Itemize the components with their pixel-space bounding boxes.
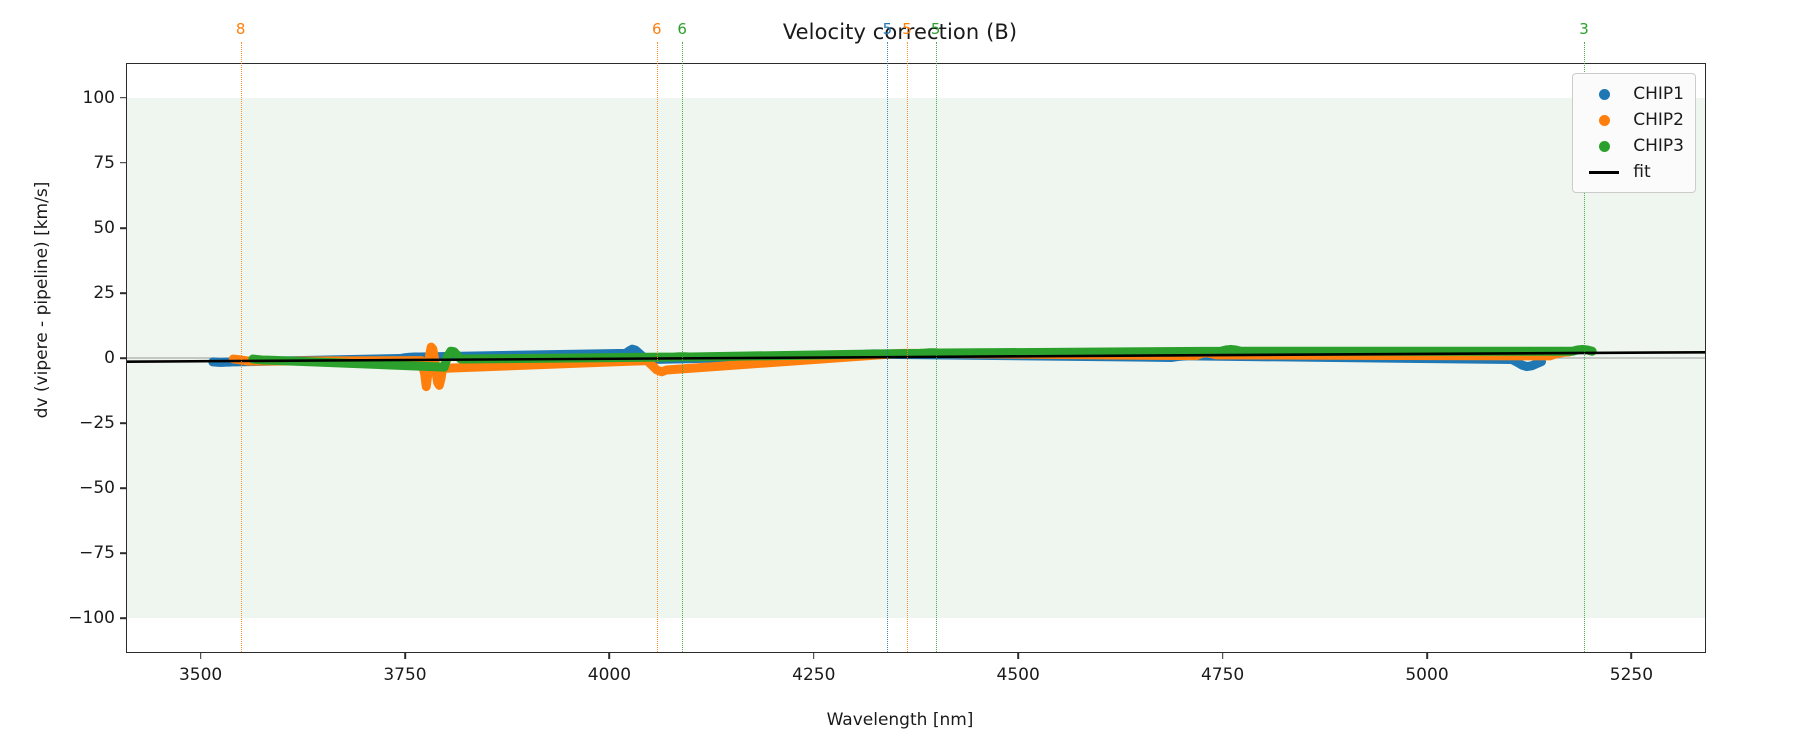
- x-tick-label: 4000: [587, 665, 632, 685]
- x-tick-mark: [608, 652, 611, 659]
- x-tick-label: 4750: [1200, 665, 1245, 685]
- chart-title: Velocity correction (B): [782, 20, 1018, 44]
- y-tick-label: 0: [104, 348, 115, 368]
- legend-dot-swatch: [1583, 88, 1625, 100]
- order-marker-label: 5: [882, 20, 893, 38]
- order-marker-label: 3: [1579, 20, 1589, 38]
- order-marker-label: 6: [677, 20, 687, 38]
- x-tick-mark: [1630, 652, 1633, 659]
- y-tick-label: 100: [82, 87, 115, 108]
- x-tick-mark: [813, 652, 815, 659]
- legend-item-fit[interactable]: fit: [1583, 159, 1684, 185]
- x-tick-label: 5250: [1609, 665, 1654, 685]
- x-tick-mark: [199, 652, 202, 659]
- y-tick-label: 25: [93, 282, 115, 303]
- order-marker-line: [656, 42, 658, 652]
- y-tick-mark: [120, 357, 127, 359]
- chart-legend: CHIP1 CHIP2 CHIP3 fit: [1572, 73, 1696, 193]
- y-tick-label: −25: [79, 413, 115, 434]
- x-axis-label: Wavelength [nm]: [826, 710, 974, 730]
- fit-line: [126, 350, 1706, 363]
- y-tick-mark: [120, 97, 127, 99]
- y-tick-mark: [120, 292, 127, 294]
- legend-label: fit: [1633, 161, 1651, 182]
- x-tick-label: 3500: [178, 665, 223, 685]
- y-tick-label: 50: [93, 217, 115, 238]
- swatch: [1598, 114, 1610, 126]
- y-tick-label: −100: [68, 608, 115, 629]
- swatch: [1589, 170, 1620, 174]
- legend-line-swatch: [1583, 170, 1625, 174]
- x-tick-mark: [1426, 652, 1428, 659]
- y-tick-label: −50: [79, 478, 115, 499]
- y-tick-mark: [120, 617, 127, 619]
- data-layer: [126, 342, 1706, 392]
- y-tick-mark: [120, 162, 127, 164]
- x-tick-label: 5000: [1405, 665, 1449, 685]
- order-marker-label: 5: [930, 20, 941, 38]
- swatch: [1598, 88, 1610, 100]
- legend-label: CHIP2: [1633, 109, 1684, 130]
- x-tick-label: 4500: [996, 665, 1040, 685]
- order-marker-line: [1583, 42, 1585, 652]
- y-tick-label: −75: [79, 543, 115, 564]
- x-tick-label: 3750: [383, 665, 427, 685]
- order-marker-line: [935, 42, 937, 652]
- legend-label: CHIP1: [1633, 83, 1684, 104]
- x-tick-mark: [1017, 652, 1019, 659]
- y-axis-label: dv (vipere - pipeline) [km/s]: [32, 181, 52, 419]
- y-tick-mark: [120, 227, 127, 229]
- x-tick-mark: [1221, 652, 1224, 659]
- plot-area: 100 75 50 25 0 −25 −50 −75 −100 3500 3750 4000 4250 4…: [68, 20, 1706, 685]
- order-marker-line: [907, 42, 908, 652]
- legend-label: CHIP3: [1633, 135, 1684, 156]
- order-marker-label: 8: [235, 20, 246, 38]
- x-tick-label: 4250: [792, 665, 836, 685]
- legend-item-chip2[interactable]: CHIP2: [1583, 107, 1684, 133]
- order-marker-line: [887, 42, 889, 652]
- legend-dot-swatch: [1583, 114, 1625, 126]
- order-marker-line: [240, 42, 242, 652]
- y-tick-mark: [120, 552, 127, 554]
- legend-dot-swatch: [1583, 140, 1625, 152]
- y-tick-label: 75: [93, 152, 115, 173]
- legend-item-chip3[interactable]: CHIP3: [1583, 133, 1684, 159]
- y-tick-mark: [120, 487, 127, 489]
- order-marker-label: 6: [652, 20, 662, 38]
- order-marker-label: 5: [902, 20, 912, 38]
- order-marker-line: [682, 42, 684, 652]
- legend-item-chip1[interactable]: CHIP1: [1583, 81, 1684, 107]
- swatch: [1598, 140, 1610, 152]
- x-tick-mark: [404, 652, 406, 659]
- y-tick-mark: [120, 422, 127, 424]
